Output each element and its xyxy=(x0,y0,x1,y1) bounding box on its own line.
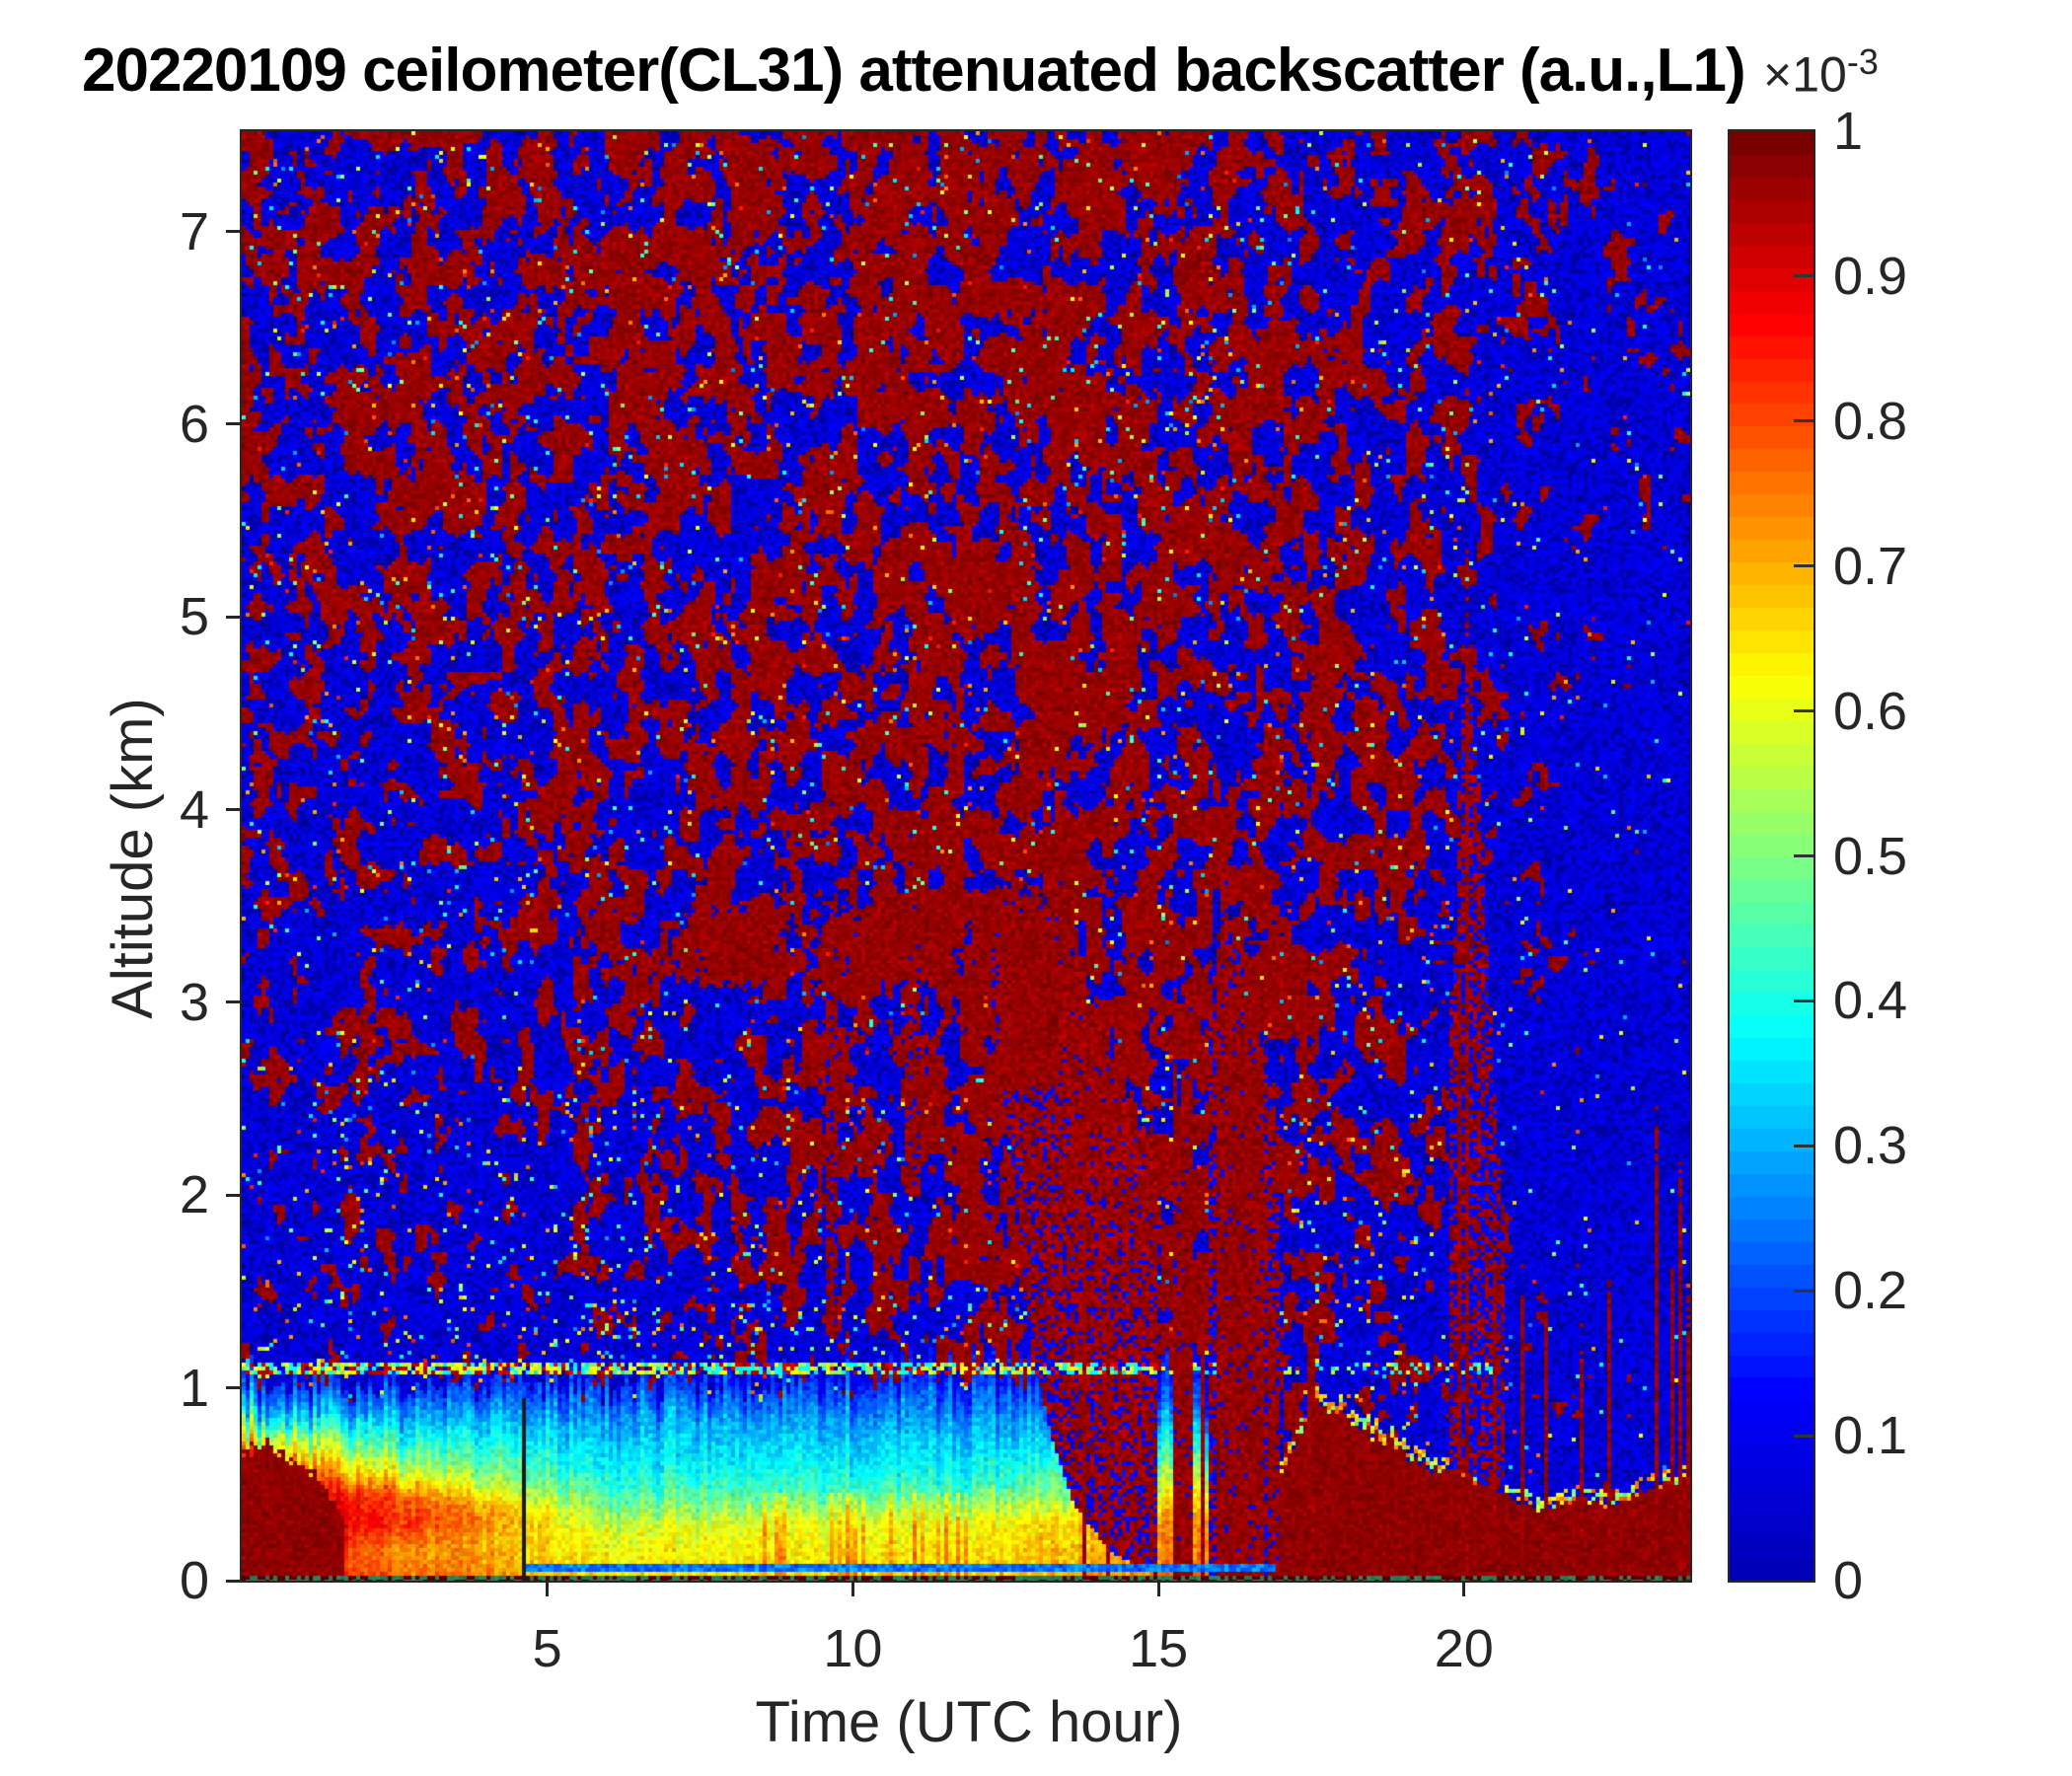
colorbar-tick-label: 0.3 xyxy=(1833,1116,1908,1176)
x-tick-label: 15 xyxy=(1129,1619,1189,1678)
y-tick-mark xyxy=(226,808,240,812)
colorbar-tick-mark xyxy=(1794,564,1813,568)
y-tick-mark xyxy=(226,422,240,426)
plot-area xyxy=(240,129,1692,1583)
colorbar-tick-label: 0.6 xyxy=(1833,681,1908,741)
colorbar-tick-label: 0 xyxy=(1833,1551,1864,1610)
x-tick-mark xyxy=(851,1583,854,1596)
y-tick-label: 7 xyxy=(179,201,209,261)
colorbar-tick-mark xyxy=(1794,854,1813,857)
colorbar-tick-mark xyxy=(1794,1434,1813,1438)
exponent-base: ×10 xyxy=(1763,46,1847,103)
y-tick-mark xyxy=(226,1579,240,1583)
colorbar-tick-label: 0.1 xyxy=(1833,1406,1908,1466)
y-tick-mark xyxy=(226,230,240,234)
x-tick-label: 10 xyxy=(823,1619,883,1678)
colorbar-tick-label: 0.8 xyxy=(1833,391,1908,451)
colorbar-tick-label: 0.4 xyxy=(1833,971,1908,1031)
x-axis-label: Time (UTC hour) xyxy=(755,1690,1183,1754)
colorbar-tick-mark xyxy=(1794,419,1813,423)
colorbar-tick-label: 0.9 xyxy=(1833,246,1908,306)
colorbar-tick-label: 0.2 xyxy=(1833,1261,1908,1321)
colorbar-tick-mark xyxy=(1794,274,1813,278)
y-tick-label: 1 xyxy=(179,1358,209,1418)
exponent-sup: -3 xyxy=(1846,41,1879,82)
x-tick-mark xyxy=(1156,1583,1160,1596)
colorbar-tick-mark xyxy=(1794,709,1813,713)
x-tick-label: 20 xyxy=(1434,1619,1494,1678)
y-tick-label: 3 xyxy=(179,972,209,1032)
colorbar-tick-label: 1 xyxy=(1833,102,1864,161)
x-tick-mark xyxy=(1462,1583,1466,1596)
colorbar-exponent-label: ×10-3 xyxy=(1763,41,1879,104)
y-tick-label: 0 xyxy=(179,1551,209,1610)
y-tick-label: 6 xyxy=(179,394,209,454)
colorbar-tick-mark xyxy=(1794,1144,1813,1147)
x-tick-label: 5 xyxy=(532,1619,562,1678)
y-tick-mark xyxy=(226,1000,240,1004)
y-tick-label: 4 xyxy=(179,779,209,840)
colorbar-tick-mark xyxy=(1794,1289,1813,1293)
y-tick-label: 2 xyxy=(179,1165,209,1225)
y-axis-label: Altitude (km) xyxy=(101,698,165,1019)
x-tick-mark xyxy=(546,1583,550,1596)
y-tick-label: 5 xyxy=(179,587,209,647)
colorbar-tick-label: 0.5 xyxy=(1833,826,1908,886)
heatmap-canvas xyxy=(242,131,1690,1581)
colorbar-tick-label: 0.7 xyxy=(1833,536,1908,596)
colorbar-tick-mark xyxy=(1794,999,1813,1002)
y-tick-mark xyxy=(226,1386,240,1390)
y-tick-mark xyxy=(226,615,240,619)
y-tick-mark xyxy=(226,1193,240,1197)
chart-title: 20220109 ceilometer(CL31) attenuated bac… xyxy=(82,37,1746,105)
